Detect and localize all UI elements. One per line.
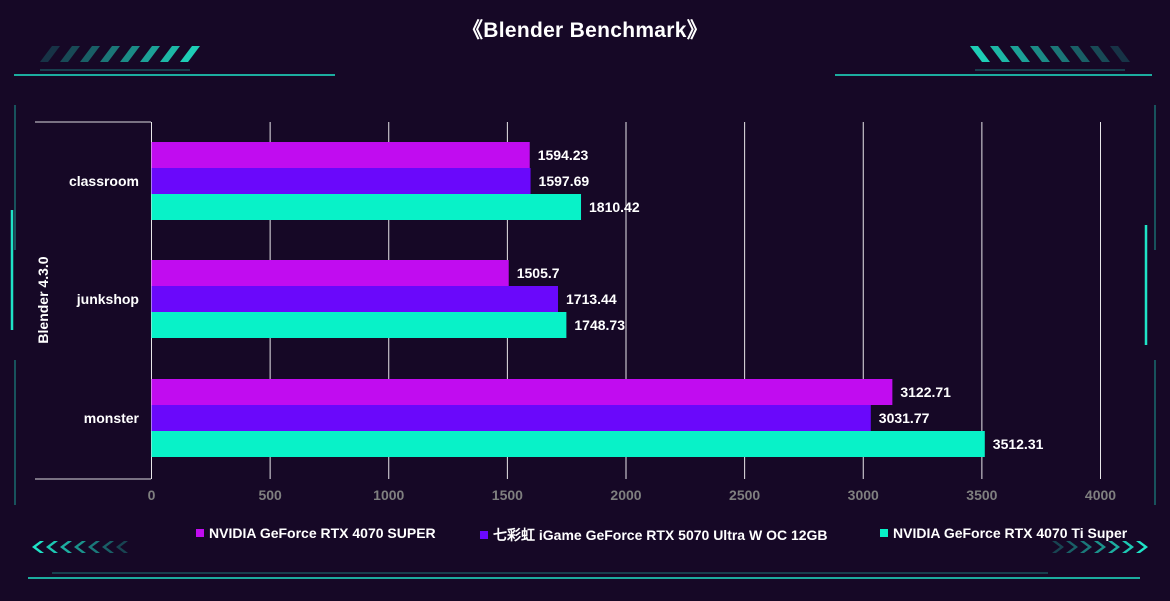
data-label: 3512.31 [993,436,1044,452]
chevron-stripes-icon [46,541,58,553]
data-label: 1505.7 [517,265,560,281]
x-tick-label: 0 [148,487,156,503]
x-tick-label: 3500 [966,487,997,503]
chevron-stripes-icon [74,541,86,553]
chevron-stripes-icon [102,541,114,553]
chevron-stripes-icon [1108,541,1120,553]
x-tick-label: 1500 [492,487,523,503]
stripe-top-right [1090,46,1110,62]
chevron-stripes-icon [1080,541,1092,553]
stripe-top-right [1050,46,1070,62]
bar-monster-series-2 [151,405,871,431]
chevron-stripes-icon [1136,541,1148,553]
stripe-top-left [180,46,200,62]
category-label: junkshop [76,291,139,307]
legend-swatch-series-2 [480,531,488,539]
stripe-top-right [990,46,1010,62]
data-label: 1748.73 [574,317,625,333]
bar-monster-series-1 [151,379,893,405]
data-label: 3122.71 [900,384,951,400]
chevron-stripes-icon [88,541,100,553]
chevron-stripes-icon [60,541,72,553]
data-label: 1597.69 [539,173,590,189]
bar-classroom-series-3 [151,194,582,220]
legend-item-series-3: NVIDIA GeForce RTX 4070 Ti Super [880,525,1127,541]
legend-label-series-3: NVIDIA GeForce RTX 4070 Ti Super [893,525,1128,541]
stripe-top-right [1110,46,1130,62]
data-label: 1713.44 [566,291,617,307]
data-label: 1594.23 [538,147,589,163]
bar-monster-series-3 [151,431,985,457]
bar-junkshop-series-1 [151,260,509,286]
stripe-top-left [60,46,80,62]
stripe-top-left [120,46,140,62]
decor-layer [10,46,1156,579]
legend-item-series-2: 七彩虹 iGame GeForce RTX 5070 Ultra W OC 12… [480,525,828,545]
stripe-top-left [100,46,120,62]
bar-junkshop-series-2 [151,286,559,312]
category-label: classroom [69,173,139,189]
stripe-top-right [1070,46,1090,62]
chart-title: 《Blender Benchmark》 [461,19,709,42]
legend-label-series-2: 七彩虹 iGame GeForce RTX 5070 Ultra W OC 12… [493,527,828,543]
data-label: 1810.42 [589,199,640,215]
stripe-top-right [1030,46,1050,62]
stripe-top-left [160,46,180,62]
legend-swatch-series-1 [196,529,204,537]
legend-item-series-1: NVIDIA GeForce RTX 4070 SUPER [196,525,436,541]
stripe-top-left [40,46,60,62]
bar-classroom-series-2 [151,168,531,194]
x-tick-label: 4000 [1085,487,1116,503]
stripe-top-left [140,46,160,62]
bar-classroom-series-1 [151,142,530,168]
x-tick-label: 500 [258,487,282,503]
stripe-top-left [80,46,100,62]
chevron-stripes-icon [1066,541,1078,553]
chevron-stripes-icon [32,541,44,553]
category-label: monster [84,410,140,426]
legend: NVIDIA GeForce RTX 4070 SUPER 七彩虹 iGame … [0,525,1170,545]
data-label: 3031.77 [879,410,930,426]
chevron-stripes-icon [1122,541,1134,553]
legend-swatch-series-3 [880,529,888,537]
bar-junkshop-series-3 [151,312,567,338]
labels-layer: 0 500 1000 1500 2000 2500 3000 3500 4000 Blender … [35,147,1116,503]
y-axis-title: Blender 4.3.0 [35,256,51,343]
chevron-stripes-icon [116,541,128,553]
x-tick-label: 1000 [373,487,404,503]
chevron-stripes-icon [1052,541,1064,553]
x-tick-label: 2500 [729,487,760,503]
chevron-stripes-icon [1094,541,1106,553]
x-tick-label: 3000 [848,487,879,503]
stripe-top-right [970,46,990,62]
bars-layer [151,142,985,457]
stripe-top-right [1010,46,1030,62]
legend-label-series-1: NVIDIA GeForce RTX 4070 SUPER [209,525,436,541]
x-tick-label: 2000 [610,487,641,503]
